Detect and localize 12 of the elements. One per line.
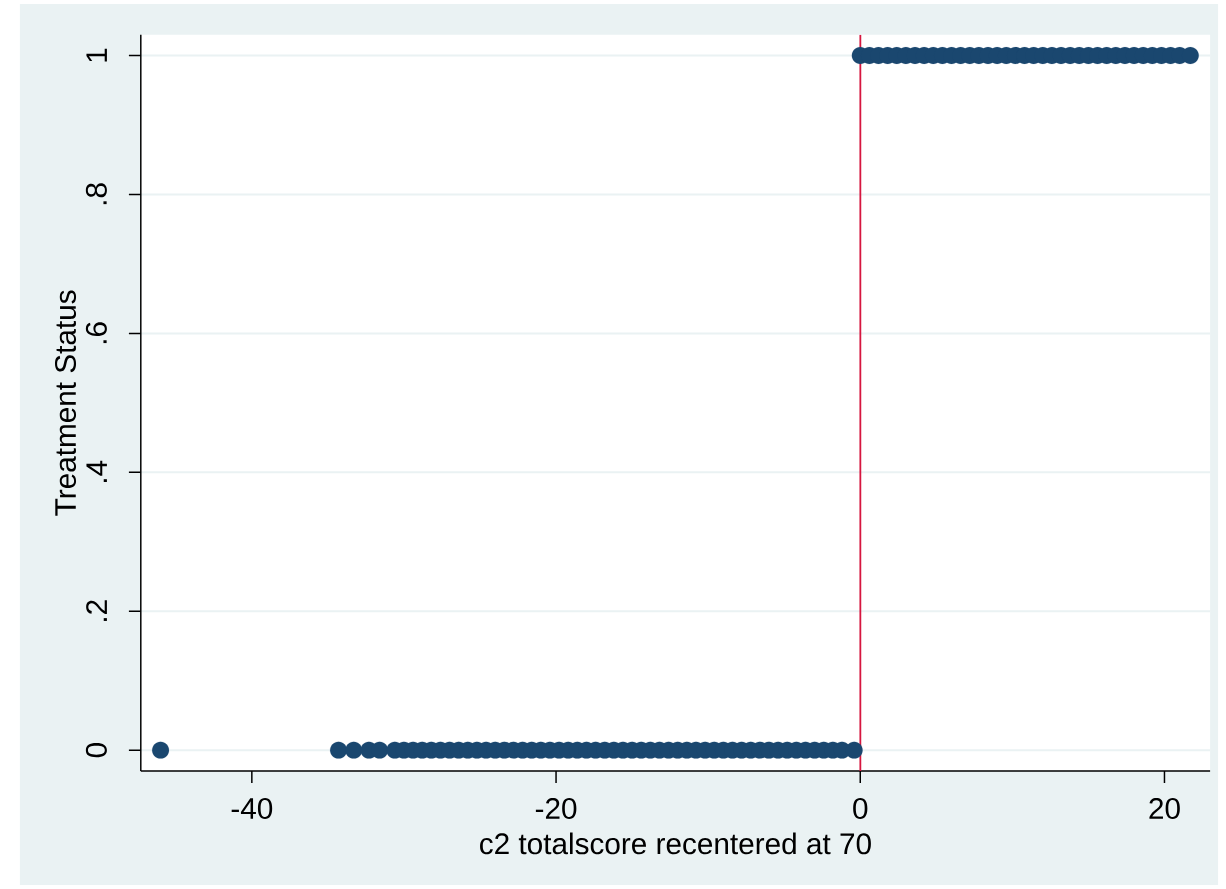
y-tick-label: .8 — [85, 183, 107, 205]
x-tick-label: 20 — [1149, 798, 1180, 820]
x-axis-title: c2 totalscore recentered at 70 — [480, 832, 871, 855]
y-tick-label: 1 — [86, 48, 107, 62]
x-tick-label: -20 — [535, 798, 577, 820]
y-tick-label: .2 — [86, 600, 107, 621]
y-axis-title: Treatment Status — [54, 290, 77, 516]
y-tick-label: 0 — [85, 743, 107, 758]
x-tick-label: 0 — [853, 798, 868, 820]
y-tick-label: .6 — [85, 322, 107, 344]
y-tick-label: .4 — [86, 460, 107, 483]
x-tick-label: -40 — [231, 798, 273, 820]
